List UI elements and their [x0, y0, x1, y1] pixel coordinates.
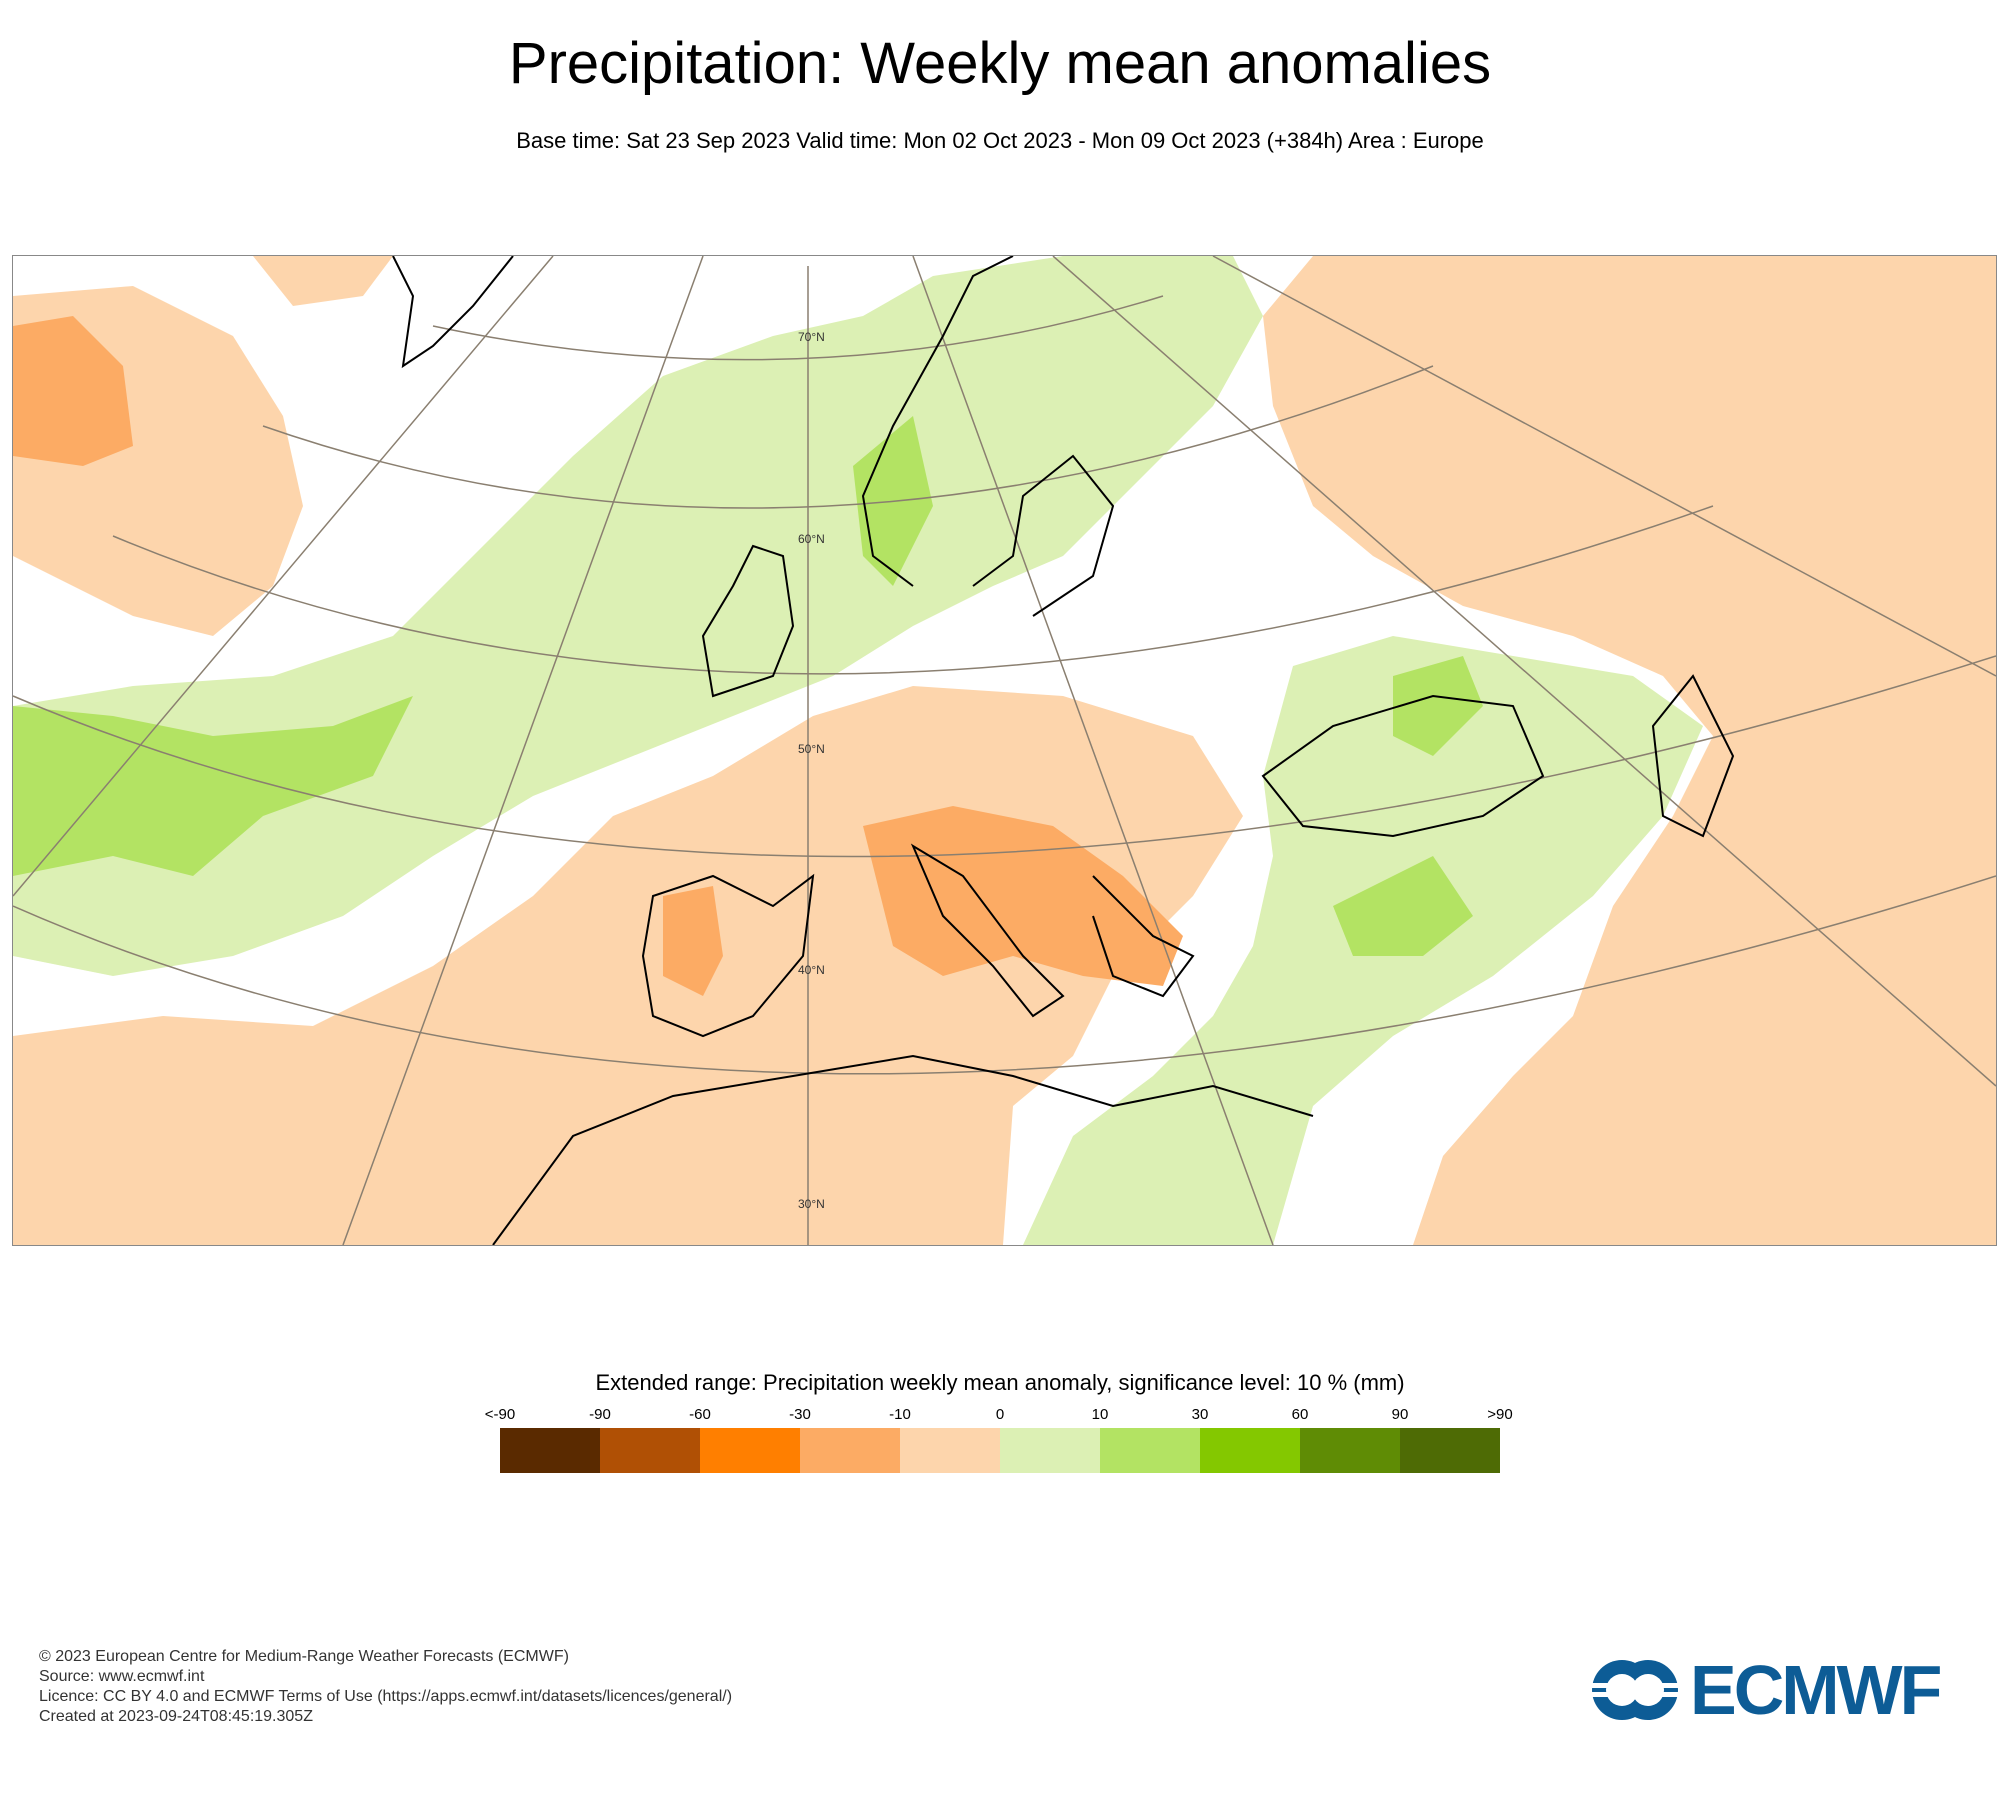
dry-region-newfoundland — [13, 316, 133, 466]
wet-region-atlantic-core — [13, 696, 413, 876]
dry-region-east — [1263, 256, 1996, 1245]
parallel-50n — [112, 505, 1714, 675]
ecmwf-logo[interactable]: ECMWF — [1590, 1655, 1970, 1725]
legend-label: -10 — [889, 1406, 911, 1423]
coast-baltic — [972, 454, 1115, 617]
map-canvas: 70°N 60°N 50°N 40°N 30°N — [13, 256, 1996, 1245]
lat-label-60n: 60°N — [798, 532, 825, 546]
legend-swatch — [900, 1428, 1000, 1473]
legend-swatch — [1000, 1428, 1100, 1473]
legend-swatch — [1400, 1428, 1500, 1473]
footer-created: Created at 2023-09-24T08:45:19.305Z — [39, 1708, 313, 1725]
graticule — [13, 256, 1996, 1245]
legend-colorbar — [500, 1428, 1500, 1473]
legend-title: Extended range: Precipitation weekly mea… — [595, 1370, 1405, 1395]
parallel-30n — [13, 875, 1996, 1075]
footer-licence: Licence: CC BY 4.0 and ECMWF Terms of Us… — [39, 1688, 733, 1705]
ecmwf-logo-icon — [1590, 1660, 1680, 1720]
legend-label: -60 — [689, 1406, 711, 1423]
dry-anomaly-regions — [13, 256, 1996, 1245]
legend-label: -90 — [589, 1406, 611, 1423]
dry-region-scandinavia-north — [253, 256, 393, 306]
meridian-e10 — [912, 256, 1274, 1245]
coast-black-sea — [1261, 694, 1545, 838]
coast-north-africa — [492, 1054, 1314, 1245]
dry-region-iberia-core — [663, 886, 723, 996]
legend-swatch — [1100, 1428, 1200, 1473]
chart-title: Precipitation: Weekly mean anomalies — [508, 31, 1492, 96]
latitude-labels: 70°N 60°N 50°N 40°N 30°N — [798, 330, 825, 1211]
legend-label: -30 — [789, 1406, 811, 1423]
footer-source: Source: www.ecmwf.int — [39, 1668, 205, 1685]
parallel-40n — [13, 655, 1996, 858]
legend-swatch — [500, 1428, 600, 1473]
coast-british-isles — [701, 544, 795, 698]
meridian-w20 — [13, 256, 554, 897]
lat-label-40n: 40°N — [798, 963, 825, 977]
lat-label-50n: 50°N — [798, 742, 825, 756]
legend-label: 90 — [1391, 1406, 1409, 1423]
wet-anomaly-regions — [13, 256, 1703, 1245]
chart-subtitle: Base time: Sat 23 Sep 2023 Valid time: M… — [516, 128, 1484, 153]
footer: © 2023 European Centre for Medium-Range … — [39, 1647, 732, 1727]
footer-copyright: © 2023 European Centre for Medium-Range … — [39, 1648, 569, 1665]
meridian-w10 — [342, 256, 704, 1245]
legend-swatch — [800, 1428, 900, 1473]
legend-label: 0 — [995, 1406, 1005, 1423]
coast-greenland — [392, 256, 514, 369]
wet-region-atlantic — [13, 256, 1263, 976]
wet-region-black-sea-core — [1393, 656, 1483, 756]
legend-label: >90 — [1487, 1406, 1513, 1423]
coast-greece — [1092, 875, 1195, 998]
parallel-70n — [432, 295, 1164, 361]
dry-region-mediterranean-core — [863, 806, 1183, 986]
lat-label-70n: 70°N — [798, 330, 825, 344]
legend-label: <-90 — [484, 1406, 516, 1423]
legend-swatch — [1200, 1428, 1300, 1473]
legend-label: 10 — [1091, 1406, 1109, 1423]
coast-caspian — [1651, 674, 1735, 838]
coast-iberia — [641, 873, 815, 1038]
coast-scandinavia — [861, 256, 1014, 587]
ecmwf-logo-text: ECMWF — [1690, 1651, 1942, 1729]
legend-label: 60 — [1291, 1406, 1309, 1423]
anomaly-map[interactable]: 70°N 60°N 50°N 40°N 30°N — [12, 255, 1997, 1246]
legend-swatch — [600, 1428, 700, 1473]
meridian-e20 — [1052, 256, 1996, 1087]
coastlines — [392, 256, 1735, 1245]
wet-region-turkey-core — [1333, 856, 1473, 956]
lat-label-30n: 30°N — [798, 1197, 825, 1211]
legend-swatch — [700, 1428, 800, 1473]
meridian-e30 — [1212, 256, 1996, 677]
legend-labels: <-90 -90 -60 -30 -10 0 10 30 60 90 >90 — [485, 1406, 1513, 1426]
coast-italy — [910, 843, 1065, 1018]
legend-swatch — [1300, 1428, 1400, 1473]
legend-label: 30 — [1191, 1406, 1209, 1423]
